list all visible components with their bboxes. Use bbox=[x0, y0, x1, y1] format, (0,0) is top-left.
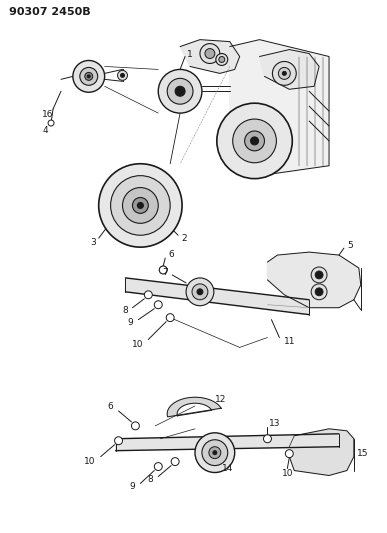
Circle shape bbox=[120, 74, 125, 77]
Text: 8: 8 bbox=[123, 306, 128, 315]
Circle shape bbox=[311, 284, 327, 300]
Text: 11: 11 bbox=[284, 337, 296, 346]
Text: 3: 3 bbox=[90, 238, 96, 247]
Circle shape bbox=[48, 120, 54, 126]
Circle shape bbox=[200, 44, 220, 63]
Text: 90307 2450B: 90307 2450B bbox=[9, 7, 91, 17]
Circle shape bbox=[311, 267, 327, 283]
Circle shape bbox=[251, 137, 259, 145]
Text: 10: 10 bbox=[84, 457, 96, 466]
Circle shape bbox=[87, 75, 90, 78]
Circle shape bbox=[159, 266, 167, 274]
Circle shape bbox=[283, 71, 286, 75]
Circle shape bbox=[73, 60, 104, 92]
Circle shape bbox=[197, 289, 203, 295]
Circle shape bbox=[219, 56, 225, 62]
Circle shape bbox=[118, 70, 127, 80]
Circle shape bbox=[175, 86, 185, 96]
Text: 6: 6 bbox=[108, 402, 113, 411]
Circle shape bbox=[186, 278, 214, 306]
Polygon shape bbox=[116, 434, 339, 451]
Polygon shape bbox=[260, 50, 319, 90]
Polygon shape bbox=[180, 39, 240, 74]
Circle shape bbox=[123, 188, 158, 223]
Polygon shape bbox=[230, 39, 329, 176]
Text: 13: 13 bbox=[269, 419, 281, 429]
Circle shape bbox=[233, 119, 276, 163]
Circle shape bbox=[217, 103, 292, 179]
Text: 4: 4 bbox=[42, 126, 48, 135]
Circle shape bbox=[154, 301, 162, 309]
Text: 2: 2 bbox=[181, 233, 187, 243]
Circle shape bbox=[111, 176, 170, 235]
Text: 8: 8 bbox=[147, 475, 153, 484]
Text: 14: 14 bbox=[222, 464, 233, 473]
Circle shape bbox=[85, 72, 93, 80]
Circle shape bbox=[315, 271, 323, 279]
Circle shape bbox=[272, 61, 296, 85]
Polygon shape bbox=[289, 429, 354, 475]
Text: 1: 1 bbox=[187, 50, 193, 59]
Text: 12: 12 bbox=[215, 394, 226, 403]
Circle shape bbox=[195, 433, 235, 473]
Text: 15: 15 bbox=[357, 449, 368, 458]
Circle shape bbox=[205, 49, 215, 59]
Text: 5: 5 bbox=[347, 241, 353, 249]
Circle shape bbox=[132, 422, 139, 430]
Circle shape bbox=[115, 437, 123, 445]
Text: 10: 10 bbox=[132, 340, 143, 349]
Circle shape bbox=[315, 288, 323, 296]
Text: 16: 16 bbox=[42, 110, 54, 119]
Circle shape bbox=[278, 68, 290, 79]
Circle shape bbox=[167, 78, 193, 104]
Polygon shape bbox=[267, 252, 361, 308]
Circle shape bbox=[202, 440, 228, 465]
Circle shape bbox=[192, 284, 208, 300]
Circle shape bbox=[245, 131, 264, 151]
Circle shape bbox=[99, 164, 182, 247]
Polygon shape bbox=[125, 278, 309, 314]
Circle shape bbox=[137, 203, 143, 208]
Circle shape bbox=[213, 451, 217, 455]
Circle shape bbox=[209, 447, 221, 458]
Text: 6: 6 bbox=[168, 249, 174, 259]
Circle shape bbox=[154, 463, 162, 471]
Circle shape bbox=[264, 435, 271, 443]
Text: 9: 9 bbox=[130, 482, 135, 491]
Circle shape bbox=[80, 68, 98, 85]
Circle shape bbox=[158, 69, 202, 113]
Circle shape bbox=[285, 450, 293, 458]
Text: 9: 9 bbox=[128, 318, 134, 327]
Circle shape bbox=[166, 313, 174, 321]
Polygon shape bbox=[167, 397, 221, 417]
Circle shape bbox=[132, 198, 148, 213]
Text: 10: 10 bbox=[282, 469, 293, 478]
Circle shape bbox=[171, 458, 179, 465]
Circle shape bbox=[144, 291, 152, 299]
Circle shape bbox=[216, 53, 228, 66]
Text: 7: 7 bbox=[163, 269, 168, 278]
